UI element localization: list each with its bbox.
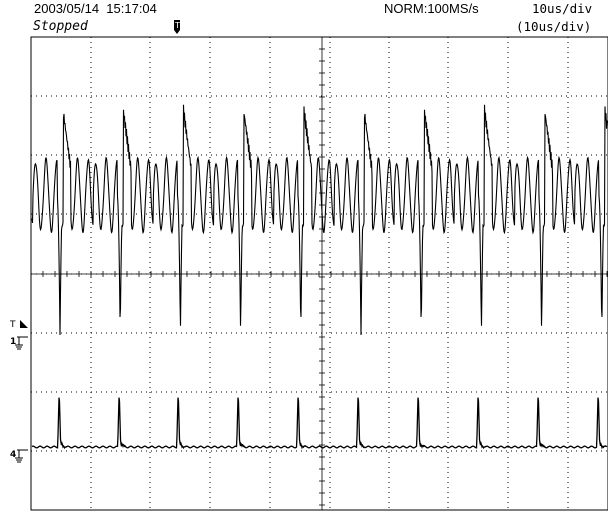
svg-text:T: T [9, 320, 16, 330]
timestamp-label: 2003/05/14 15:17:04 [34, 1, 157, 16]
channel4-ground-marker: 4 [10, 449, 28, 463]
zoom-timebase-label: (10us/div) [516, 19, 592, 34]
svg-text:4: 4 [10, 450, 16, 460]
channel4-waveform [31, 397, 608, 450]
svg-text:T: T [174, 21, 180, 30]
svg-text:1: 1 [10, 337, 16, 347]
trigger-position-marker: T [174, 20, 180, 34]
acquisition-status: Stopped [33, 19, 88, 34]
trigger-level-marker: T [9, 320, 28, 330]
graticule-center-axes [30, 36, 608, 510]
channel1-ground-marker: 1 [10, 336, 28, 350]
acquisition-mode-label: NORM:100MS/s [384, 1, 479, 16]
timebase-label: 10us/div [532, 1, 593, 16]
channel1-waveform [31, 104, 608, 336]
